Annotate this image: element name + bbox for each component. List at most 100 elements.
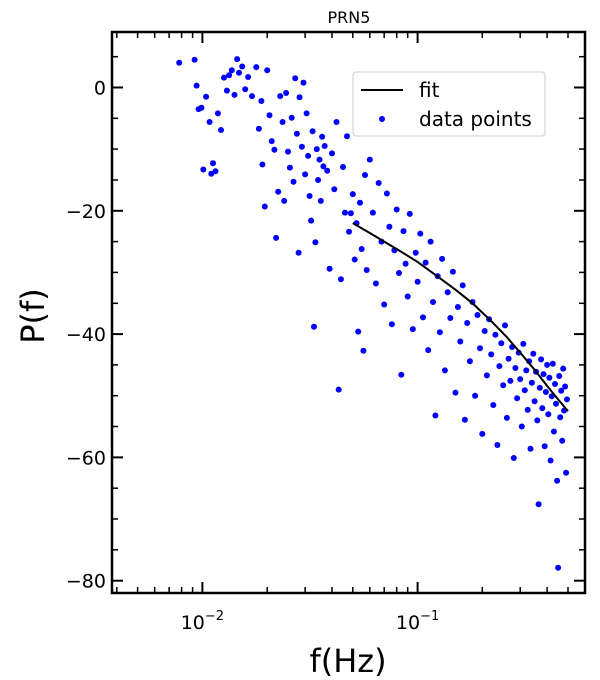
data-point-72 [342,209,348,216]
data-point-179 [554,477,561,484]
data-point-29 [264,67,271,74]
data-point-85 [366,156,373,163]
data-point-178 [553,400,559,407]
data-point-102 [409,326,416,333]
data-points-layer [176,56,570,571]
data-point-140 [500,382,507,389]
legend-points-marker [379,116,385,122]
data-point-41 [288,114,295,121]
data-point-168 [541,443,548,450]
data-point-87 [372,280,379,287]
data-point-26 [258,98,265,104]
data-point-185 [560,365,567,372]
data-point-123 [461,416,468,423]
plot-frame [110,30,587,595]
data-point-14 [223,87,230,94]
data-point-125 [466,358,473,365]
data-point-17 [231,91,238,98]
data-point-177 [552,381,558,387]
data-point-38 [283,90,290,96]
data-point-169 [542,389,549,395]
data-point-39 [285,148,291,155]
data-point-88 [375,180,382,186]
data-point-65 [326,265,333,272]
data-point-150 [517,376,524,383]
data-point-63 [321,143,328,149]
data-point-93 [388,321,395,328]
data-point-92 [386,223,393,230]
data-point-27 [259,161,266,168]
data-point-22 [245,74,252,80]
data-point-151 [518,423,525,430]
data-point-33 [273,234,280,241]
data-point-115 [441,367,448,374]
data-point-107 [422,259,429,266]
legend: fit data points [352,71,546,137]
data-point-48 [300,79,307,86]
data-point-119 [452,389,459,396]
fit-line [352,222,569,412]
data-point-4 [198,104,205,111]
y-tick-label: −40 [66,324,106,346]
y-axis-label: P(f) [14,288,52,344]
data-point-16 [228,67,235,74]
data-point-106 [420,314,426,321]
data-point-182 [557,414,564,421]
data-point-164 [536,384,543,391]
data-point-54 [309,128,316,135]
data-point-90 [381,301,388,308]
data-point-144 [507,377,514,384]
data-point-117 [447,315,454,321]
data-point-91 [383,190,390,197]
data-point-40 [286,164,293,171]
data-point-138 [496,363,503,370]
data-point-99 [402,260,409,267]
data-point-137 [494,442,501,448]
legend-fit-label: fit [419,78,440,102]
data-point-6 [203,93,210,100]
data-point-44 [293,130,300,137]
data-point-67 [331,186,338,193]
data-point-154 [523,367,530,374]
data-point-13 [221,74,227,81]
data-point-121 [457,338,464,345]
data-point-45 [295,249,302,256]
data-point-69 [335,386,342,393]
data-point-60 [317,197,324,204]
data-point-158 [528,379,535,386]
data-point-163 [535,501,542,508]
data-point-56 [312,239,319,246]
data-point-66 [329,150,335,157]
data-point-139 [498,340,505,347]
data-point-130 [479,430,486,437]
data-point-30 [266,112,273,119]
data-point-21 [242,86,249,93]
data-point-143 [505,355,512,362]
data-point-120 [454,304,461,310]
data-point-110 [430,299,436,305]
data-point-170 [544,361,551,368]
data-point-35 [277,93,284,100]
fit-line-layer [352,222,569,412]
data-point-95 [393,206,400,213]
y-tick-label: 0 [94,78,106,100]
data-point-166 [539,405,546,412]
data-point-55 [311,323,317,330]
data-point-25 [255,125,262,132]
data-point-50 [303,110,310,117]
data-point-160 [531,398,538,405]
data-point-20 [239,63,246,70]
data-point-84 [363,267,370,273]
data-point-98 [400,228,407,235]
data-point-82 [360,347,367,354]
data-point-109 [427,238,434,245]
data-point-80 [357,199,363,206]
data-point-76 [349,191,356,198]
data-point-49 [302,171,309,178]
data-point-58 [315,177,322,183]
data-point-172 [546,374,553,381]
x-axis-label: f(Hz) [309,642,386,680]
data-point-28 [261,203,268,210]
data-point-7 [206,119,213,125]
